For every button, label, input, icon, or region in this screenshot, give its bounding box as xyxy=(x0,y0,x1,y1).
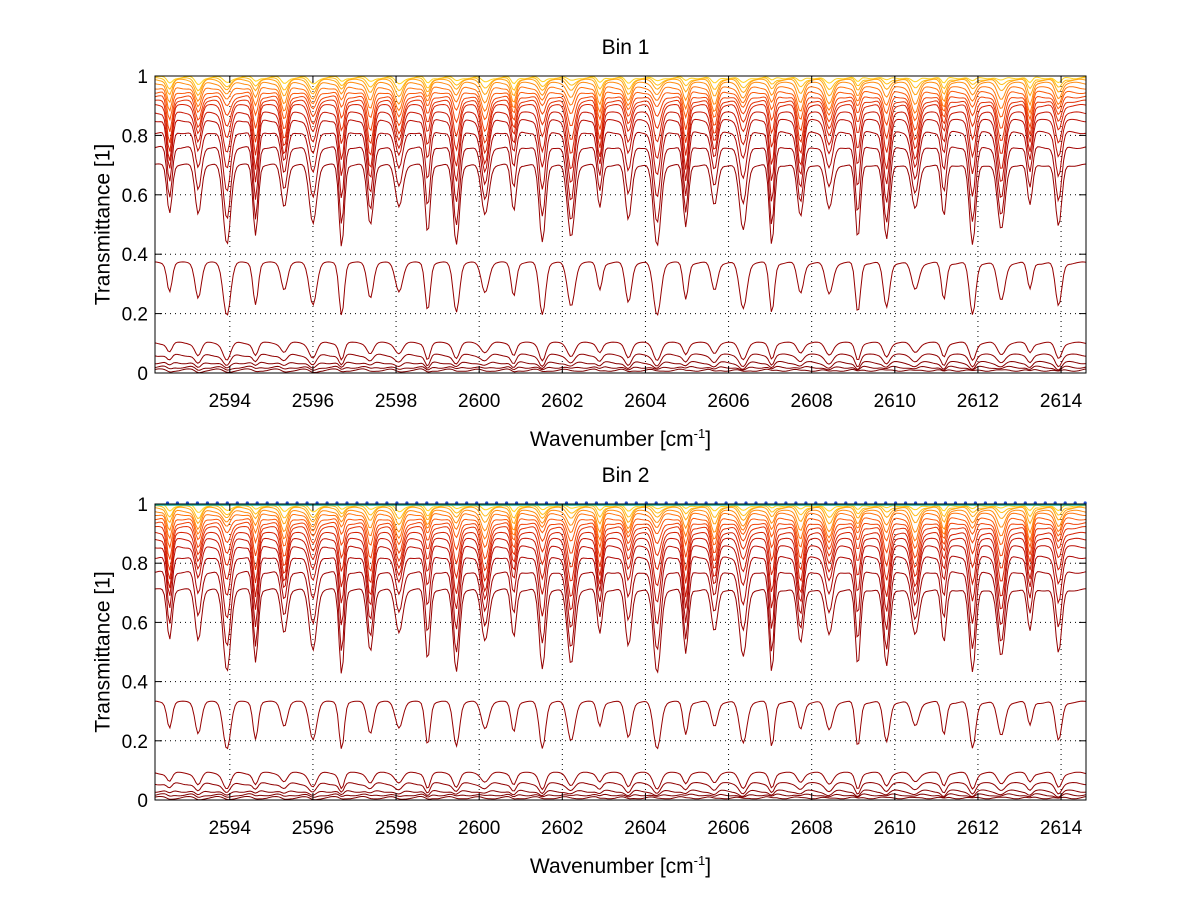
series-line xyxy=(154,99,1086,145)
x-tick-label: 2594 xyxy=(209,818,252,839)
series-line xyxy=(154,341,1087,362)
series-line xyxy=(154,509,1087,535)
series-line xyxy=(154,506,1087,526)
chart-panel-bin-2: 2594 2596 2598 2600 2602 2604 2606 2608 2610 2612… xyxy=(91,464,1087,878)
y-tick-label: 0.2 xyxy=(122,305,148,326)
series-line xyxy=(154,771,1087,791)
y-tick-label: 0.6 xyxy=(122,186,148,207)
x-tick-label: 2612 xyxy=(957,818,999,839)
series-line xyxy=(154,545,1087,612)
x-tick-label: 2598 xyxy=(375,818,417,839)
x-ticks: 2594 2596 2598 2600 2602 2604 2606 2608 2610 2612… xyxy=(209,76,1083,412)
series-line xyxy=(154,261,1087,316)
series-line xyxy=(154,521,1087,560)
x-tick-label: 2608 xyxy=(791,391,833,412)
series-line xyxy=(154,163,1087,247)
series-line xyxy=(154,700,1087,750)
series-line xyxy=(154,365,1087,372)
x-tick-label: 2600 xyxy=(458,818,500,839)
y-tick-label: 0.2 xyxy=(122,732,148,753)
y-tick-label: 0.4 xyxy=(122,245,149,266)
series-line xyxy=(155,512,1086,543)
series-line xyxy=(154,130,1087,203)
series-line xyxy=(154,781,1087,795)
x-tick-label: 2598 xyxy=(375,391,417,412)
x-axis-label: Wavenumber [cm-1] xyxy=(530,426,711,451)
y-ticks: 0 0.2 0.4 0.6 0.8 1 xyxy=(122,495,1086,812)
x-tick-label: 2610 xyxy=(874,818,916,839)
series-line xyxy=(154,517,1087,550)
y-tick-label: 0.8 xyxy=(122,126,148,147)
chart-panel-bin-1: 2594 2596 2598 2600 2602 2604 2606 2608 2610 2612… xyxy=(91,36,1087,451)
y-ticks: 0 0.2 0.4 0.6 0.8 1 xyxy=(122,67,1086,385)
series-line xyxy=(154,789,1087,798)
y-axis-label: Transmittance [1] xyxy=(91,144,114,305)
x-ticks: 2594 2596 2598 2600 2602 2604 2606 2608 2610 2612… xyxy=(209,504,1083,839)
series-line xyxy=(154,75,1087,86)
series-line xyxy=(154,118,1087,185)
series-line xyxy=(154,570,1087,653)
series-line xyxy=(154,525,1087,572)
series-line xyxy=(154,78,1087,98)
grid xyxy=(155,504,1086,800)
x-tick-label: 2604 xyxy=(624,818,667,839)
x-tick-label: 2606 xyxy=(707,818,749,839)
series-line xyxy=(154,793,1087,799)
x-tick-label: 2608 xyxy=(791,818,833,839)
x-tick-label: 2596 xyxy=(292,818,334,839)
series-line xyxy=(154,86,1087,115)
series-line xyxy=(154,368,1087,374)
y-tick-label: 0.6 xyxy=(122,613,148,634)
y-tick-label: 0 xyxy=(137,791,148,812)
x-tick-label: 2600 xyxy=(458,391,500,412)
series-line xyxy=(154,90,1087,122)
series-line xyxy=(154,111,1087,170)
x-tick-label: 2614 xyxy=(1040,818,1083,839)
x-tick-label: 2610 xyxy=(874,391,916,412)
x-tick-label: 2604 xyxy=(624,391,667,412)
series-line xyxy=(154,95,1087,133)
x-tick-label: 2602 xyxy=(541,391,583,412)
series-line xyxy=(154,360,1087,371)
y-tick-label: 1 xyxy=(137,495,148,516)
series-line xyxy=(154,555,1087,630)
axes-frame xyxy=(154,503,1087,801)
series-lines xyxy=(154,503,1087,801)
x-tick-label: 2602 xyxy=(541,818,583,839)
series-lines xyxy=(154,75,1087,374)
chart-title: Bin 1 xyxy=(602,36,650,59)
series-line xyxy=(154,537,1087,598)
y-tick-label: 0.8 xyxy=(122,554,148,575)
axes-frame xyxy=(154,75,1087,374)
x-axis-label: Wavenumber [cm-1] xyxy=(530,853,711,878)
x-tick-label: 2614 xyxy=(1040,391,1083,412)
y-axis-label: Transmittance [1] xyxy=(91,571,114,732)
series-line xyxy=(154,145,1087,225)
y-tick-label: 0 xyxy=(137,364,148,385)
chart-title: Bin 2 xyxy=(602,464,650,487)
y-tick-label: 0.4 xyxy=(122,673,149,694)
x-tick-label: 2594 xyxy=(209,391,252,412)
y-tick-label: 1 xyxy=(137,67,148,88)
x-tick-label: 2606 xyxy=(707,391,749,412)
series-line xyxy=(154,531,1087,584)
series-line xyxy=(154,795,1087,801)
series-line xyxy=(154,81,1087,107)
x-tick-label: 2596 xyxy=(292,391,334,412)
x-tick-label: 2612 xyxy=(957,391,999,412)
series-line xyxy=(154,103,1087,156)
series-line xyxy=(154,588,1087,674)
series-line xyxy=(154,353,1087,368)
